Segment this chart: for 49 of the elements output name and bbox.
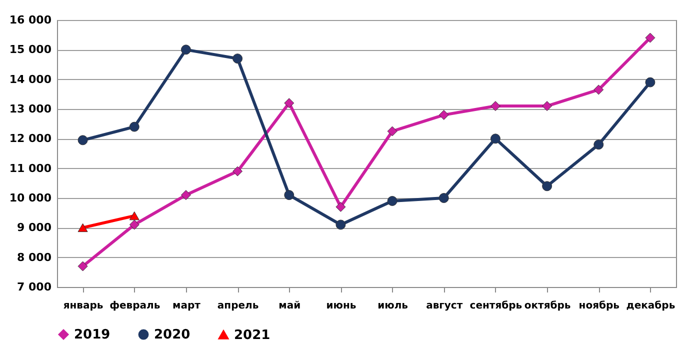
y-tick-label: 15 000 [9, 43, 52, 56]
x-tick-label: апрель [217, 300, 259, 312]
x-tick-label: февраль [110, 300, 160, 312]
point [542, 101, 552, 112]
y-tick-label: 16 000 [9, 14, 52, 26]
point [336, 202, 346, 212]
legend-label: 2019 [74, 328, 110, 343]
point [438, 193, 449, 203]
y-tick-label: 10 000 [9, 192, 52, 204]
point [645, 77, 656, 88]
y-tick-label: 12 000 [9, 132, 52, 146]
point [490, 134, 500, 144]
x-tick-label: октябрь [524, 300, 571, 312]
point [438, 110, 449, 120]
point [78, 261, 88, 272]
point [232, 166, 243, 176]
y-tick-label: 9 000 [17, 221, 52, 234]
x-tick-label: июль [378, 300, 408, 312]
x-tick-label: январь [63, 300, 104, 312]
point [490, 101, 500, 112]
y-tick-label: 14 000 [9, 72, 52, 86]
x-tick-label: март [172, 300, 201, 312]
point [284, 190, 294, 200]
point [594, 140, 604, 150]
point [129, 220, 140, 230]
y-tick-label: 13 000 [9, 102, 52, 116]
x-tick-label: сентябрь [470, 300, 522, 312]
point [336, 220, 346, 230]
point [78, 135, 88, 146]
point [232, 54, 243, 64]
point [387, 196, 398, 206]
point [284, 98, 294, 108]
y-tick-label: 8 000 [17, 250, 52, 264]
point [180, 190, 191, 200]
legend-label: 2021 [234, 328, 270, 343]
x-tick-label: май [278, 300, 301, 312]
point [387, 126, 398, 136]
point [180, 44, 191, 55]
point [645, 32, 656, 43]
y-tick-label: 7 000 [17, 280, 52, 294]
y-tick-label: 11 000 [9, 162, 52, 175]
point [542, 181, 552, 192]
point [129, 122, 140, 132]
x-tick-label: август [426, 300, 463, 312]
legend-label: 2020 [154, 328, 190, 343]
point [594, 84, 604, 95]
x-tick-label: ноябрь [578, 300, 620, 312]
x-tick-label: июнь [326, 300, 356, 312]
x-tick-label: декабрь [626, 300, 676, 312]
